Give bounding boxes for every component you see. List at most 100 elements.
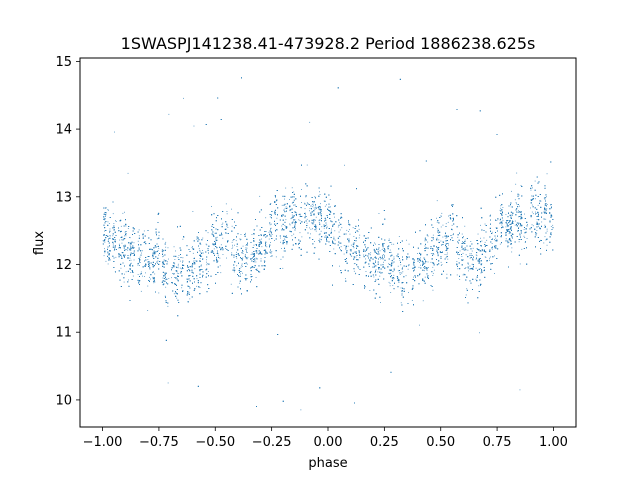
data-point	[446, 247, 448, 249]
data-point	[213, 248, 215, 250]
data-point	[344, 164, 345, 166]
data-point	[445, 233, 446, 235]
data-point	[543, 219, 545, 220]
data-point	[167, 247, 169, 249]
data-point	[138, 249, 140, 251]
data-point	[539, 240, 541, 242]
data-point	[532, 187, 533, 189]
data-point	[519, 233, 521, 235]
data-point	[261, 246, 263, 248]
data-point	[173, 246, 175, 248]
data-point	[234, 244, 235, 246]
data-point	[515, 202, 517, 204]
data-point	[320, 203, 321, 205]
data-point	[183, 97, 184, 99]
data-point	[145, 272, 146, 274]
data-point	[489, 259, 490, 261]
data-point	[165, 241, 167, 243]
data-point	[355, 273, 356, 275]
data-point	[178, 255, 180, 256]
data-point	[282, 243, 284, 245]
data-point	[281, 225, 283, 227]
data-point	[550, 226, 552, 227]
data-point	[270, 223, 272, 225]
data-point	[314, 241, 315, 242]
data-point	[546, 228, 548, 230]
data-point	[167, 261, 168, 263]
data-point	[206, 263, 208, 265]
data-point	[432, 275, 434, 276]
data-point	[508, 241, 510, 243]
data-point	[187, 279, 189, 281]
data-point	[377, 250, 379, 252]
data-point	[471, 250, 473, 252]
data-point	[475, 278, 477, 280]
data-point	[293, 200, 295, 202]
data-point	[309, 121, 311, 123]
data-point	[544, 206, 546, 208]
data-point	[149, 268, 151, 270]
data-point	[441, 264, 443, 265]
data-point	[192, 246, 193, 247]
data-point	[163, 262, 164, 264]
data-point	[246, 263, 248, 265]
data-point	[375, 269, 377, 271]
data-point	[333, 236, 335, 238]
data-point	[535, 213, 536, 215]
data-point	[433, 269, 435, 271]
data-point	[247, 244, 248, 246]
data-point	[469, 265, 471, 267]
data-point	[392, 258, 394, 260]
data-point	[305, 196, 307, 198]
data-point	[189, 298, 191, 300]
data-point	[137, 274, 139, 275]
data-point	[299, 232, 301, 234]
data-point	[182, 257, 184, 259]
data-point	[484, 256, 486, 258]
data-point	[154, 246, 156, 248]
data-point	[382, 247, 384, 249]
data-point	[104, 241, 106, 243]
data-point	[507, 226, 509, 228]
data-point	[226, 211, 228, 212]
data-point	[511, 190, 512, 192]
data-point	[391, 243, 393, 245]
data-point	[113, 228, 115, 230]
data-point	[500, 205, 502, 207]
data-point	[518, 224, 519, 225]
data-point	[320, 213, 322, 215]
data-point	[113, 223, 115, 224]
data-point	[241, 257, 243, 259]
data-point	[226, 257, 227, 259]
data-point	[408, 292, 409, 293]
data-point	[300, 409, 302, 411]
data-point	[467, 268, 469, 270]
data-point	[291, 235, 293, 237]
data-point	[286, 207, 288, 209]
data-point	[266, 246, 268, 248]
data-point	[432, 289, 434, 291]
data-point	[470, 241, 472, 242]
data-point	[536, 219, 538, 220]
data-point	[152, 276, 154, 278]
data-point	[291, 187, 293, 189]
data-point	[171, 277, 172, 279]
data-point	[400, 287, 402, 289]
data-point	[524, 237, 526, 238]
data-point	[217, 253, 219, 255]
data-point	[197, 238, 199, 239]
data-point	[432, 238, 434, 240]
data-point	[375, 260, 376, 262]
data-point	[276, 217, 278, 219]
data-point	[366, 237, 367, 239]
data-point	[551, 234, 552, 236]
data-point	[104, 252, 106, 254]
data-point	[463, 273, 465, 275]
data-point	[502, 219, 504, 221]
data-point	[355, 272, 357, 274]
data-point	[129, 237, 131, 239]
data-point	[313, 207, 315, 209]
data-point	[191, 264, 193, 266]
data-point	[150, 278, 151, 280]
data-point	[457, 241, 459, 243]
